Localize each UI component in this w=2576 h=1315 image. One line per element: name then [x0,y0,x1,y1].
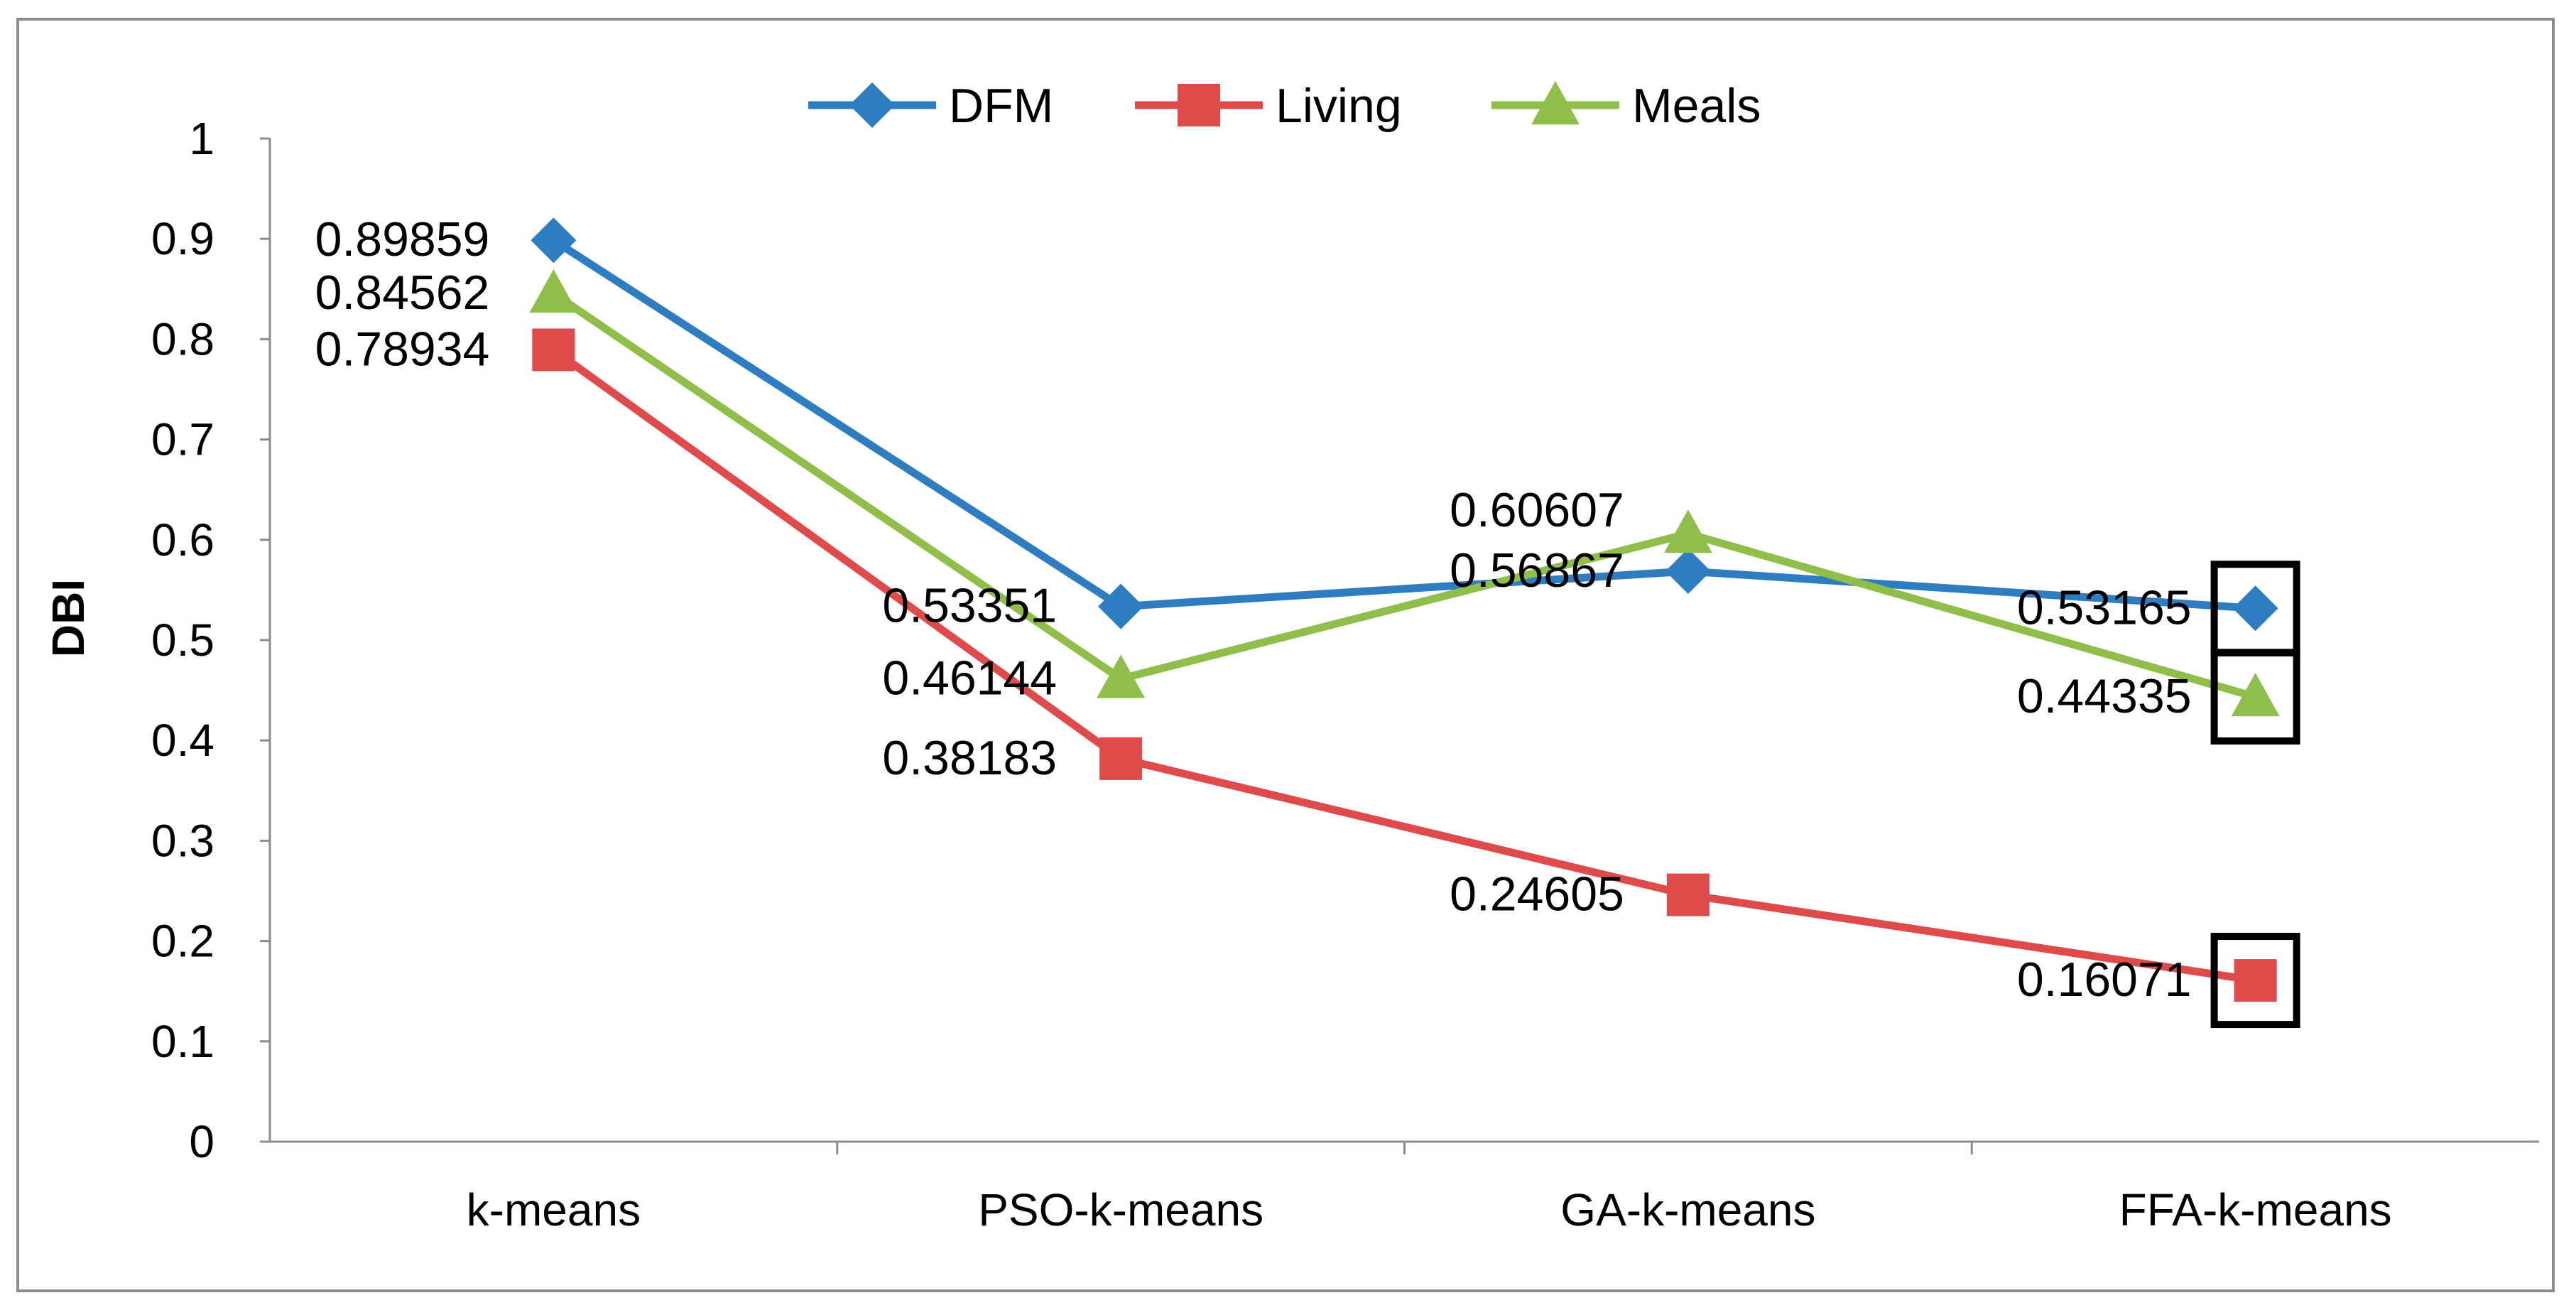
data-label-dfm: 0.89859 [315,212,490,266]
marker-dfm [2232,585,2278,632]
highlight-box-living [2210,933,2300,1029]
data-label-living: 0.16071 [2017,953,2192,1007]
data-label-meals: 0.44335 [2017,669,2192,723]
y-tick-label: 0.4 [151,715,214,766]
legend: DFM Living Meals [808,79,1761,133]
y-tick-label: 0.6 [151,514,214,565]
marker-meals [1097,654,1146,698]
y-tick-label: 0.9 [151,213,214,264]
y-tick-label: 1 [189,113,214,164]
marker-living [1666,873,1710,916]
legend-label-dfm: DFM [949,79,1053,133]
data-labels: 0.89859 0.53351 0.56867 0.53165 0.78934 0.381… [315,212,2192,1007]
y-tick-label: 0.8 [151,313,214,364]
marker-dfm [531,217,577,264]
chart-border [16,18,2555,1292]
y-tick-label: 0.7 [151,414,214,465]
y-tick-label: 0 [189,1116,214,1167]
series-line-living [551,346,2256,985]
legend-label-living: Living [1276,79,1402,133]
marker-living [2234,959,2277,1002]
series-lines [551,237,2257,985]
data-label-meals: 0.46144 [882,651,1057,705]
x-tick-label: GA-k-means [1560,1184,1815,1235]
marker-dfm [1665,548,1711,595]
marker-living [1099,737,1143,780]
axes: 0 0.1 0.2 0.3 0.4 0.5 0.6 0.7 0.8 0.9 1 k-means PSO-… [151,113,2539,1235]
x-tick-label: FFA-k-means [2119,1184,2392,1235]
series-markers [529,217,2280,1002]
y-tick-label: 0.3 [151,815,214,866]
marker-living [532,328,575,372]
y-tick-label: 0.1 [151,1016,214,1067]
highlight-box-meals [2210,649,2300,745]
legend-marker-dfm [849,82,895,128]
legend-label-meals: Meals [1632,79,1761,133]
data-label-living: 0.78934 [315,322,490,376]
series-line-meals [551,290,2257,701]
data-label-dfm: 0.53165 [2017,580,2192,634]
x-tick-label: PSO-k-means [978,1184,1263,1235]
marker-meals [1663,509,1712,553]
y-tick-label: 0.2 [151,916,214,967]
data-label-living: 0.38183 [882,731,1057,785]
data-label-dfm: 0.56867 [1450,543,1624,597]
marker-meals [529,269,578,313]
legend-marker-living [1178,84,1220,126]
y-axis-title: DBI [43,579,94,657]
marker-dfm [1098,583,1144,629]
series-line-dfm [551,237,2256,612]
data-label-meals: 0.84562 [315,266,490,320]
data-label-living: 0.24605 [1450,867,1624,921]
data-label-dfm: 0.53351 [882,579,1057,633]
data-label-meals: 0.60607 [1450,483,1624,537]
x-tick-label: k-means [467,1184,641,1235]
legend-marker-meals [1531,81,1580,125]
y-tick-label: 0.5 [151,615,214,666]
highlight-boxes [2210,561,2300,1029]
marker-meals [2231,672,2280,717]
